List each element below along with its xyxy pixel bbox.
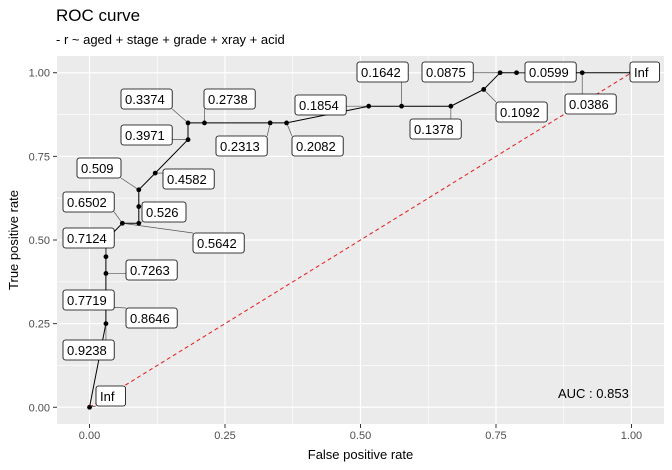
roc-point xyxy=(185,120,191,126)
threshold-label-box xyxy=(62,339,115,361)
threshold-label: 0.1378 xyxy=(414,122,454,137)
roc-curve-line xyxy=(89,72,632,408)
threshold-label: 0.3971 xyxy=(125,128,165,143)
roc-point xyxy=(497,70,503,76)
threshold-label: 0.4582 xyxy=(167,172,207,187)
threshold-label-box xyxy=(62,289,115,311)
roc-point xyxy=(119,220,125,226)
threshold-label-box xyxy=(192,232,245,254)
threshold-label-box xyxy=(215,135,268,157)
threshold-label-box xyxy=(76,157,122,179)
roc-point xyxy=(366,103,372,109)
roc-point xyxy=(284,120,289,126)
x-axis-title: False positive rate xyxy=(308,447,414,462)
y-tick-label: 0.00 xyxy=(29,402,50,414)
roc-point xyxy=(136,204,142,209)
threshold-label: 0.0875 xyxy=(426,65,466,80)
threshold-label-box xyxy=(291,135,344,157)
y-tick-label: 0.50 xyxy=(29,235,50,247)
x-tick-label: 0.50 xyxy=(350,430,371,442)
roc-point xyxy=(185,137,191,143)
threshold-label-box xyxy=(141,201,187,223)
roc-point xyxy=(87,404,92,410)
threshold-label: 0.7263 xyxy=(130,263,170,278)
threshold-label: Inf xyxy=(100,389,115,404)
x-tick-label: 0.25 xyxy=(214,430,235,442)
threshold-label: 0.0386 xyxy=(569,97,609,112)
roc-point xyxy=(103,271,109,276)
threshold-label-box xyxy=(62,227,115,249)
threshold-label-box xyxy=(629,61,661,83)
threshold-label: 0.1642 xyxy=(361,65,401,80)
roc-point xyxy=(514,70,519,76)
chart-subtitle: - r ~ aged + stage + grade + xray + acid xyxy=(56,32,285,47)
threshold-label-box xyxy=(294,94,347,116)
threshold-label-box xyxy=(95,385,127,407)
threshold-label: 0.6502 xyxy=(67,195,107,210)
threshold-label: 0.7719 xyxy=(67,293,107,308)
x-tick-label: 0.00 xyxy=(79,430,100,442)
threshold-label-box xyxy=(120,88,173,110)
threshold-label: 0.5642 xyxy=(197,236,237,251)
auc-label: AUC : 0.853 xyxy=(558,386,629,401)
threshold-label: 0.0599 xyxy=(529,65,569,80)
threshold-label: 0.8646 xyxy=(130,311,170,326)
roc-point xyxy=(399,103,404,109)
threshold-label: 0.3374 xyxy=(125,92,165,107)
roc-point xyxy=(448,103,454,109)
y-tick-label: 0.75 xyxy=(29,151,50,163)
threshold-label-box xyxy=(125,259,178,281)
threshold-label-box xyxy=(125,307,178,329)
threshold-label-box xyxy=(62,191,115,213)
threshold-label: 0.2313 xyxy=(220,139,260,154)
diagonal-reference-line xyxy=(89,72,632,408)
roc-point xyxy=(481,87,487,92)
threshold-label: 0.2738 xyxy=(208,92,248,107)
threshold-label: 0.509 xyxy=(81,161,114,176)
y-tick-label: 0.25 xyxy=(29,319,50,331)
threshold-label: 0.526 xyxy=(146,205,179,220)
threshold-label-box xyxy=(421,61,474,83)
threshold-label-box xyxy=(495,101,548,123)
roc-point xyxy=(136,220,142,226)
threshold-label: 0.7124 xyxy=(67,231,107,246)
roc-point xyxy=(103,254,109,260)
threshold-label-box xyxy=(162,168,215,190)
threshold-label-box xyxy=(120,124,173,146)
roc-point xyxy=(202,120,207,126)
x-tick-label: 0.75 xyxy=(485,430,506,442)
threshold-label: 0.1854 xyxy=(299,98,339,113)
label-leader-line xyxy=(120,177,139,191)
threshold-label: 0.2082 xyxy=(296,139,336,154)
threshold-label-box xyxy=(203,88,256,110)
threshold-label: Inf xyxy=(634,65,649,80)
y-axis-title: True positive rate xyxy=(6,190,21,290)
label-leader-line xyxy=(483,89,497,103)
threshold-label-box xyxy=(409,118,462,140)
threshold-label: 0.9238 xyxy=(67,343,107,358)
roc-point xyxy=(136,187,142,193)
roc-point xyxy=(267,120,273,126)
roc-point xyxy=(152,170,158,176)
label-leader-line xyxy=(122,222,194,234)
chart-title: ROC curve xyxy=(56,6,141,25)
threshold-label-box xyxy=(564,93,617,115)
roc-point xyxy=(579,70,585,76)
label-leader-line xyxy=(171,108,189,124)
roc-point xyxy=(103,321,109,327)
y-tick-label: 1.00 xyxy=(29,68,50,80)
x-tick-label: 1.00 xyxy=(621,430,642,442)
threshold-label-box xyxy=(524,61,577,83)
threshold-label: 0.1092 xyxy=(500,105,540,120)
threshold-label-box xyxy=(356,61,409,83)
